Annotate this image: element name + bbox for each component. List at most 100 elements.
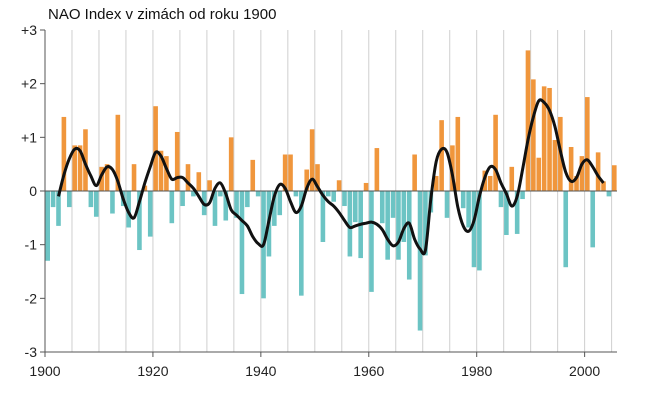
nao-bar — [612, 165, 617, 191]
x-ticks: 1900 1920 1940 1960 1980 2000 — [29, 352, 600, 379]
nao-bar — [218, 191, 223, 197]
nao-bar — [460, 191, 466, 209]
nao-bar — [142, 185, 148, 191]
nao-bar — [466, 191, 471, 228]
nao-bar — [406, 191, 412, 280]
nao-bar — [520, 191, 525, 200]
nao-bar — [412, 154, 417, 191]
x-tick-label: 2000 — [569, 363, 600, 379]
nao-bar — [315, 164, 320, 191]
nao-bar — [255, 191, 261, 197]
nao-bar — [174, 131, 180, 191]
smooth-line-layer — [57, 98, 605, 256]
nao-bar — [196, 172, 202, 191]
nao-bar — [93, 191, 99, 217]
nao-bar — [509, 166, 515, 191]
nao-bar — [115, 114, 121, 191]
nao-bar — [212, 191, 218, 226]
nao-bar — [277, 191, 283, 216]
nao-bar — [477, 191, 482, 271]
nao-bar — [504, 191, 509, 236]
nao-bar — [223, 191, 229, 221]
nao-bar — [363, 182, 369, 191]
nao-bar — [88, 191, 94, 208]
nao-bar — [439, 120, 444, 191]
nao-bar — [191, 191, 196, 197]
nao-bar — [99, 166, 104, 191]
nao-bar — [272, 191, 277, 226]
nao-bar — [245, 191, 250, 208]
nao-bar — [498, 191, 504, 208]
nao-bar — [444, 191, 450, 218]
x-tick-label: 1920 — [137, 363, 168, 379]
nao-bar — [164, 156, 169, 191]
nao-bar — [282, 154, 288, 191]
nao-bar — [288, 154, 293, 191]
nao-bar — [514, 191, 520, 234]
nao-bar — [574, 175, 579, 191]
nao-bar — [568, 146, 574, 191]
nao-bar — [45, 191, 50, 261]
nao-bar — [601, 181, 606, 191]
nao-bar — [585, 97, 590, 191]
nao-bar — [185, 164, 191, 191]
nao-bar — [293, 191, 299, 197]
x-tick-label: 1960 — [353, 363, 384, 379]
nao-bar — [180, 191, 185, 207]
axes — [44, 30, 617, 353]
nao-bar — [423, 191, 428, 256]
nao-bar — [379, 191, 385, 224]
nao-bar — [72, 145, 77, 191]
nao-bar — [606, 191, 612, 197]
nao-bar — [207, 180, 212, 191]
nao-bar — [250, 159, 256, 191]
nao-bar — [56, 191, 61, 226]
nao-bar — [547, 87, 552, 191]
nao-bar — [369, 191, 374, 292]
nao-bar — [137, 191, 142, 251]
nao-bar — [374, 148, 380, 191]
nao-bar — [390, 191, 396, 218]
nao-bar — [169, 191, 175, 224]
nao-bar — [66, 191, 72, 208]
nao-bar — [595, 152, 601, 191]
nao-bar — [304, 169, 310, 191]
nao-bar — [531, 79, 536, 191]
nao-bar — [77, 145, 83, 191]
nao-bar — [541, 86, 547, 191]
nao-bar — [110, 191, 115, 214]
nao-bar — [153, 106, 158, 191]
nao-bar — [455, 116, 461, 191]
y-ticks: +3 +2 +1 0 -1 -2 -3 — [21, 22, 45, 360]
bars — [45, 50, 617, 331]
nao-bar — [352, 191, 358, 223]
nao-bar — [61, 116, 67, 191]
nao-bar — [552, 140, 558, 191]
nao-bar — [401, 191, 407, 242]
nao-bar — [471, 191, 477, 268]
nao-bar — [147, 191, 153, 237]
nao-bar — [536, 157, 542, 191]
y-tick-label: 0 — [29, 183, 37, 199]
y-tick-label: -3 — [25, 344, 38, 360]
nao-bar — [579, 156, 585, 191]
nao-bar — [299, 191, 304, 296]
nao-bar — [417, 191, 423, 331]
nao-bar — [228, 137, 234, 191]
nao-bar — [50, 191, 56, 208]
y-tick-label: +3 — [21, 22, 37, 38]
y-tick-label: -1 — [25, 237, 38, 253]
nao-bar — [493, 114, 498, 191]
nao-bar — [347, 191, 353, 257]
nao-bar — [158, 150, 164, 191]
nao-bar — [131, 164, 137, 191]
nao-bar — [331, 191, 336, 202]
nao-bar — [234, 191, 239, 218]
y-tick-label: +1 — [21, 129, 37, 145]
x-tick-label: 1980 — [461, 363, 492, 379]
nao-bar — [320, 191, 326, 242]
nao-bar — [104, 164, 110, 191]
nao-bar — [309, 129, 315, 191]
x-tick-label: 1900 — [29, 363, 60, 379]
